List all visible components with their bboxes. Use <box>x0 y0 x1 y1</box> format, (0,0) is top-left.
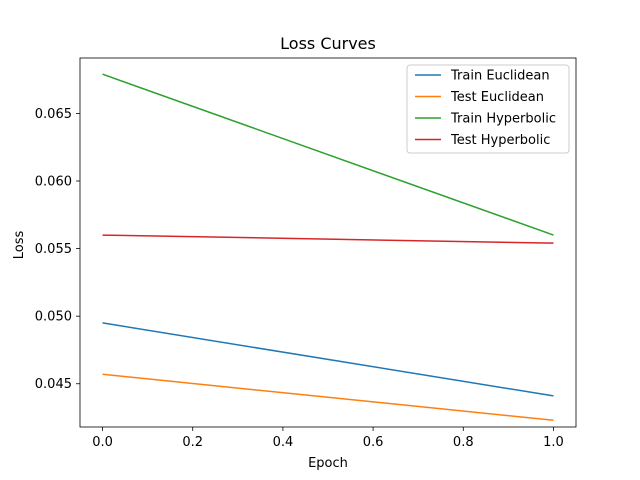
legend-box <box>406 64 570 154</box>
x-tick-label: 0.0 <box>92 435 113 450</box>
x-tick-label: 0.6 <box>363 435 384 450</box>
series-line-train-euclidean <box>102 322 554 397</box>
y-tick-label: 0.065 <box>35 107 72 122</box>
x-tick-label: 0.2 <box>182 435 203 450</box>
series-line-test-hyperbolic <box>102 234 554 244</box>
y-tick-label: 0.050 <box>35 310 72 325</box>
legend-label: Test Hyperbolic <box>450 133 550 148</box>
x-tick-label: 0.8 <box>453 435 474 450</box>
axes-layer: 0.0 0.2 0.4 0.6 0.8 1.0 0.045 0.050 0.055 0.060 0.… <box>35 57 577 450</box>
series-layer <box>102 73 554 421</box>
legend-label: Test Euclidean <box>450 90 544 105</box>
series-line-test-euclidean <box>102 373 554 421</box>
x-axis-title: Epoch <box>308 456 348 471</box>
y-tick-label: 0.060 <box>35 175 72 190</box>
series-line-train-hyperbolic <box>102 73 554 236</box>
legend-label: Train Hyperbolic <box>450 112 556 127</box>
chart-title: Loss Curves <box>280 34 376 53</box>
plot-frame <box>79 57 577 428</box>
legend-label: Train Euclidean <box>450 69 550 84</box>
y-axis-title: Loss <box>12 231 27 260</box>
x-tick-label: 0.4 <box>273 435 294 450</box>
x-tick-label: 1.0 <box>543 435 564 450</box>
y-tick-label: 0.055 <box>35 242 72 257</box>
legend: Train Euclidean Test Euclidean Train Hyper… <box>406 64 570 154</box>
y-tick-label: 0.045 <box>35 377 72 392</box>
